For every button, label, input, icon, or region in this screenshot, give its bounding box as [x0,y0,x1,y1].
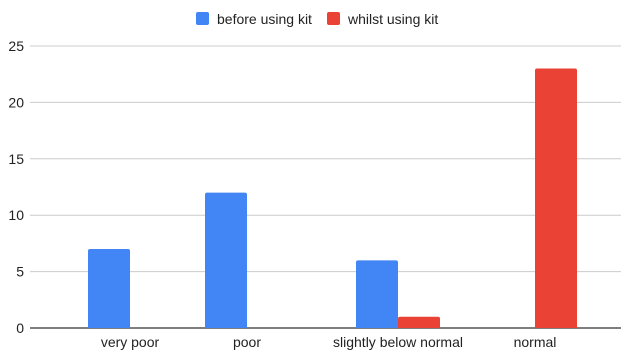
y-tick-label: 10 [8,207,24,223]
bar-before-very-poor [88,249,130,328]
x-tick-label: normal [514,334,557,350]
legend-item-whilst: whilst using kit [327,11,438,27]
x-tick-label: very poor [101,334,160,350]
legend-swatch [196,12,209,25]
bar-before-poor [205,192,247,328]
y-tick-label: 20 [8,94,24,110]
bars [88,68,577,328]
chart-legend: before using kit whilst using kit [196,11,438,27]
legend-swatch [327,12,340,25]
legend-label: whilst using kit [347,11,438,27]
y-tick-label: 0 [16,320,24,336]
y-tick-label: 25 [8,38,24,54]
bar-before-slightly-below-normal [356,260,398,328]
y-tick-label: 5 [16,264,24,280]
x-axis: very poor poor slightly below normal normal [101,334,557,350]
legend-label: before using kit [217,11,312,27]
bar-whilst-normal [535,68,577,328]
y-axis: 0 5 10 15 20 25 [8,38,24,336]
y-tick-label: 15 [8,151,24,167]
bar-whilst-slightly-below-normal [398,316,440,328]
x-tick-label: poor [233,334,261,350]
legend-item-before: before using kit [196,11,312,27]
x-tick-label: slightly below normal [333,334,463,350]
